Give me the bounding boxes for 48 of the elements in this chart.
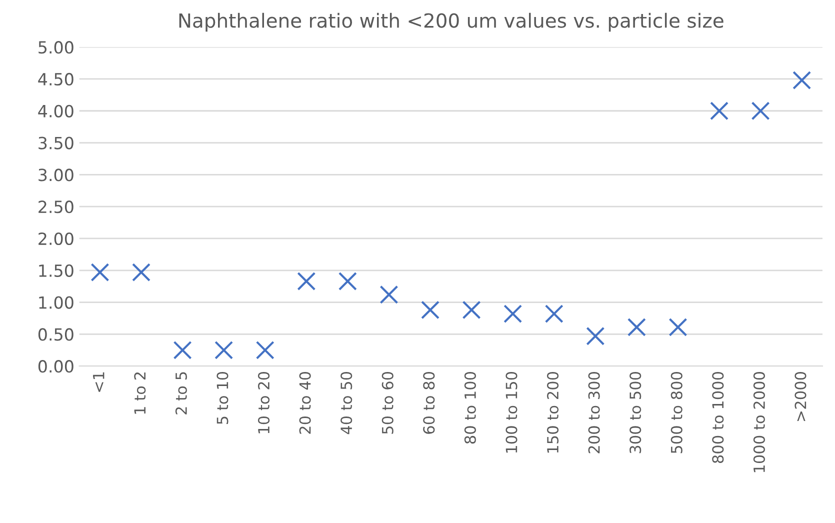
point [792, 70, 812, 90]
point [214, 340, 234, 360]
point [256, 340, 274, 360]
y-tick-label: 0.00 [38, 360, 74, 373]
point [627, 318, 646, 336]
y-tick-label: 5.00 [38, 41, 74, 54]
x-tick-label: 300 to 500 [630, 372, 642, 454]
x-tick-label: >2000 [794, 372, 806, 422]
y-tick-label: 1.50 [39, 264, 74, 277]
x-tick-label: <1 [93, 372, 104, 392]
x-tick-label: 80 to 100 [464, 372, 476, 444]
point [380, 285, 398, 304]
y-tick-label: 1.00 [39, 296, 74, 309]
y-tick-label: 2.00 [38, 232, 74, 246]
x-tick-label: 100 to 150 [506, 372, 518, 453]
y-tick-label: 4.50 [38, 72, 74, 86]
x-tick-label: 40 to 50 [340, 372, 352, 434]
y-tick-label: 4.00 [38, 104, 74, 118]
y-tick-label: 0.50 [38, 328, 74, 341]
y-tick-label: 3.00 [38, 168, 74, 182]
point [132, 263, 151, 282]
x-tick-label: 10 to 20 [258, 372, 270, 434]
point [462, 300, 481, 320]
point [710, 102, 729, 120]
x-tick-label: 50 to 60 [382, 372, 394, 434]
y-tick-label: 2.50 [38, 200, 74, 214]
x-tick-label: 200 to 300 [588, 372, 600, 454]
x-tick-label: 1 to 2 [134, 372, 146, 414]
point [90, 263, 110, 282]
point [504, 304, 522, 324]
x-tick-label: 2 to 5 [175, 372, 187, 414]
chart-title: Naphthalene ratio with <200 um values vs. particle size [179, 12, 724, 32]
x-tick-label: 150 to 200 [546, 372, 559, 453]
x-tick-label: 60 to 80 [423, 372, 435, 434]
point [420, 300, 440, 320]
x-tick-label: 20 to 40 [299, 372, 311, 434]
point [668, 318, 688, 336]
point [751, 102, 770, 120]
point [586, 326, 605, 346]
x-tick-label: 1000 to 2000 [753, 372, 765, 472]
point [297, 272, 316, 290]
y-tick-label: 3.50 [38, 136, 74, 150]
x-tick-label: 800 to 1000 [712, 372, 724, 464]
x-tick-label: 500 to 800 [670, 372, 682, 454]
x-tick-label: 5 to 10 [216, 372, 228, 424]
point [173, 340, 192, 360]
point [338, 272, 357, 290]
point [544, 304, 564, 324]
